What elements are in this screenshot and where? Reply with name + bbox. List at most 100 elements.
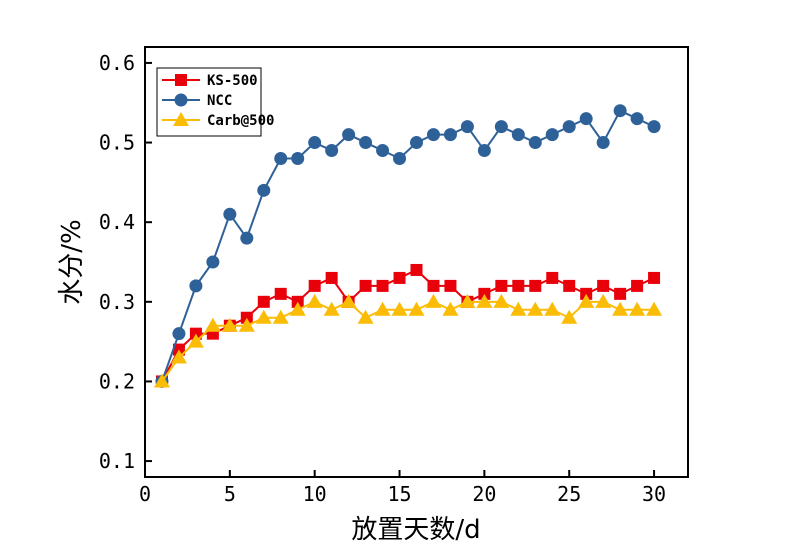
series-line-carb-500 bbox=[161, 300, 655, 383]
data-point-ks-500 bbox=[393, 271, 406, 284]
x-tick-label: 10 bbox=[303, 482, 327, 506]
data-point-ncc bbox=[426, 128, 440, 142]
data-point-ks-500 bbox=[325, 271, 338, 284]
data-point-carb-500 bbox=[476, 293, 493, 308]
data-point-ncc bbox=[410, 136, 423, 150]
data-point-carb-500 bbox=[595, 293, 612, 308]
data-point-ncc bbox=[545, 128, 559, 142]
data-point-ncc bbox=[206, 255, 220, 269]
data-point-carb-500 bbox=[510, 301, 527, 316]
data-point-ncc bbox=[325, 144, 339, 158]
data-point-carb-500 bbox=[578, 293, 595, 308]
x-tick-label: 20 bbox=[472, 482, 496, 506]
data-point-ncc bbox=[477, 144, 491, 158]
series-line-ncc bbox=[161, 109, 655, 382]
legend: KS-500 NCC Carb@500 bbox=[156, 67, 274, 137]
data-point-ncc bbox=[528, 136, 542, 150]
data-point-carb-500 bbox=[561, 309, 578, 324]
data-point-ks-500 bbox=[631, 279, 644, 292]
legend-label: NCC bbox=[207, 93, 232, 109]
data-point-ks-500 bbox=[597, 279, 610, 292]
data-point-carb-500 bbox=[493, 293, 510, 308]
data-point-carb-500 bbox=[459, 293, 476, 308]
data-point-carb-500 bbox=[340, 293, 357, 308]
data-point-ncc bbox=[274, 151, 288, 165]
data-point-carb-500 bbox=[357, 309, 374, 324]
data-point-carb-500 bbox=[289, 301, 306, 316]
data-point-ks-500 bbox=[546, 271, 559, 284]
data-point-ncc bbox=[613, 104, 627, 118]
data-point-carb-500 bbox=[170, 349, 187, 364]
y-axis-label: 水分/% bbox=[57, 219, 87, 304]
data-point-carb-500 bbox=[612, 301, 629, 316]
data-point-ks-500 bbox=[257, 295, 270, 308]
x-tick-label: 0 bbox=[139, 482, 151, 506]
data-point-ncc bbox=[596, 136, 610, 150]
data-point-ncc bbox=[393, 151, 407, 165]
data-point-ks-500 bbox=[648, 271, 661, 284]
y-tick-label: 0.2 bbox=[99, 369, 135, 393]
data-point-ncc bbox=[630, 112, 644, 126]
data-point-carb-500 bbox=[629, 301, 646, 316]
legend-marker bbox=[175, 74, 187, 86]
data-point-ks-500 bbox=[529, 279, 542, 292]
x-tick-label: 30 bbox=[642, 482, 666, 506]
x-tick-label: 25 bbox=[557, 482, 581, 506]
data-point-ncc bbox=[291, 151, 305, 165]
data-point-ncc bbox=[172, 327, 186, 341]
legend-label: Carb@500 bbox=[207, 113, 274, 129]
data-point-ks-500 bbox=[410, 263, 423, 276]
data-point-ncc bbox=[257, 183, 271, 197]
data-point-ks-500 bbox=[308, 279, 321, 292]
data-point-ncc bbox=[223, 207, 237, 221]
data-point-carb-500 bbox=[527, 301, 544, 316]
data-point-carb-500 bbox=[272, 309, 289, 324]
data-point-ks-500 bbox=[614, 287, 627, 300]
data-point-ncc bbox=[359, 136, 373, 150]
data-point-carb-500 bbox=[323, 301, 340, 316]
series-ncc bbox=[155, 104, 661, 388]
data-point-carb-500 bbox=[646, 301, 663, 316]
data-point-ks-500 bbox=[359, 279, 372, 292]
data-point-carb-500 bbox=[544, 301, 561, 316]
data-point-ncc bbox=[511, 128, 525, 142]
data-point-carb-500 bbox=[255, 309, 272, 324]
data-point-ncc bbox=[342, 128, 356, 142]
data-point-carb-500 bbox=[221, 317, 238, 332]
data-point-ncc bbox=[308, 136, 322, 150]
data-point-ncc bbox=[189, 279, 203, 293]
data-point-carb-500 bbox=[153, 373, 170, 388]
data-point-ks-500 bbox=[563, 279, 576, 292]
data-point-ncc bbox=[562, 120, 576, 134]
data-point-carb-500 bbox=[238, 317, 255, 332]
series-carb-500 bbox=[153, 293, 663, 388]
data-point-carb-500 bbox=[425, 293, 442, 308]
data-point-ks-500 bbox=[274, 287, 287, 300]
x-tick-label: 15 bbox=[387, 482, 411, 506]
data-point-carb-500 bbox=[306, 293, 323, 308]
data-point-carb-500 bbox=[187, 333, 204, 348]
data-point-ncc bbox=[647, 120, 661, 134]
legend-marker bbox=[174, 93, 188, 107]
data-point-ncc bbox=[240, 231, 254, 245]
x-tick-label: 5 bbox=[224, 482, 236, 506]
data-point-carb-500 bbox=[391, 301, 408, 316]
y-tick-label: 0.3 bbox=[99, 290, 135, 314]
data-point-ks-500 bbox=[512, 279, 525, 292]
legend-marker bbox=[173, 112, 189, 126]
data-point-ncc bbox=[443, 128, 457, 142]
x-axis-label: 放置天数/d bbox=[351, 515, 480, 545]
data-point-ncc bbox=[494, 120, 508, 134]
data-point-ncc bbox=[460, 120, 474, 134]
legend-label: KS-500 bbox=[207, 73, 258, 89]
plot-frame bbox=[144, 46, 689, 478]
y-tick-label: 0.6 bbox=[99, 51, 135, 75]
data-point-carb-500 bbox=[204, 317, 221, 332]
series-ks-500 bbox=[155, 263, 661, 388]
data-point-ks-500 bbox=[376, 279, 389, 292]
data-point-ks-500 bbox=[495, 279, 508, 292]
y-tick-label: 0.1 bbox=[99, 449, 135, 473]
data-point-ks-500 bbox=[427, 279, 440, 292]
data-point-carb-500 bbox=[374, 301, 391, 316]
